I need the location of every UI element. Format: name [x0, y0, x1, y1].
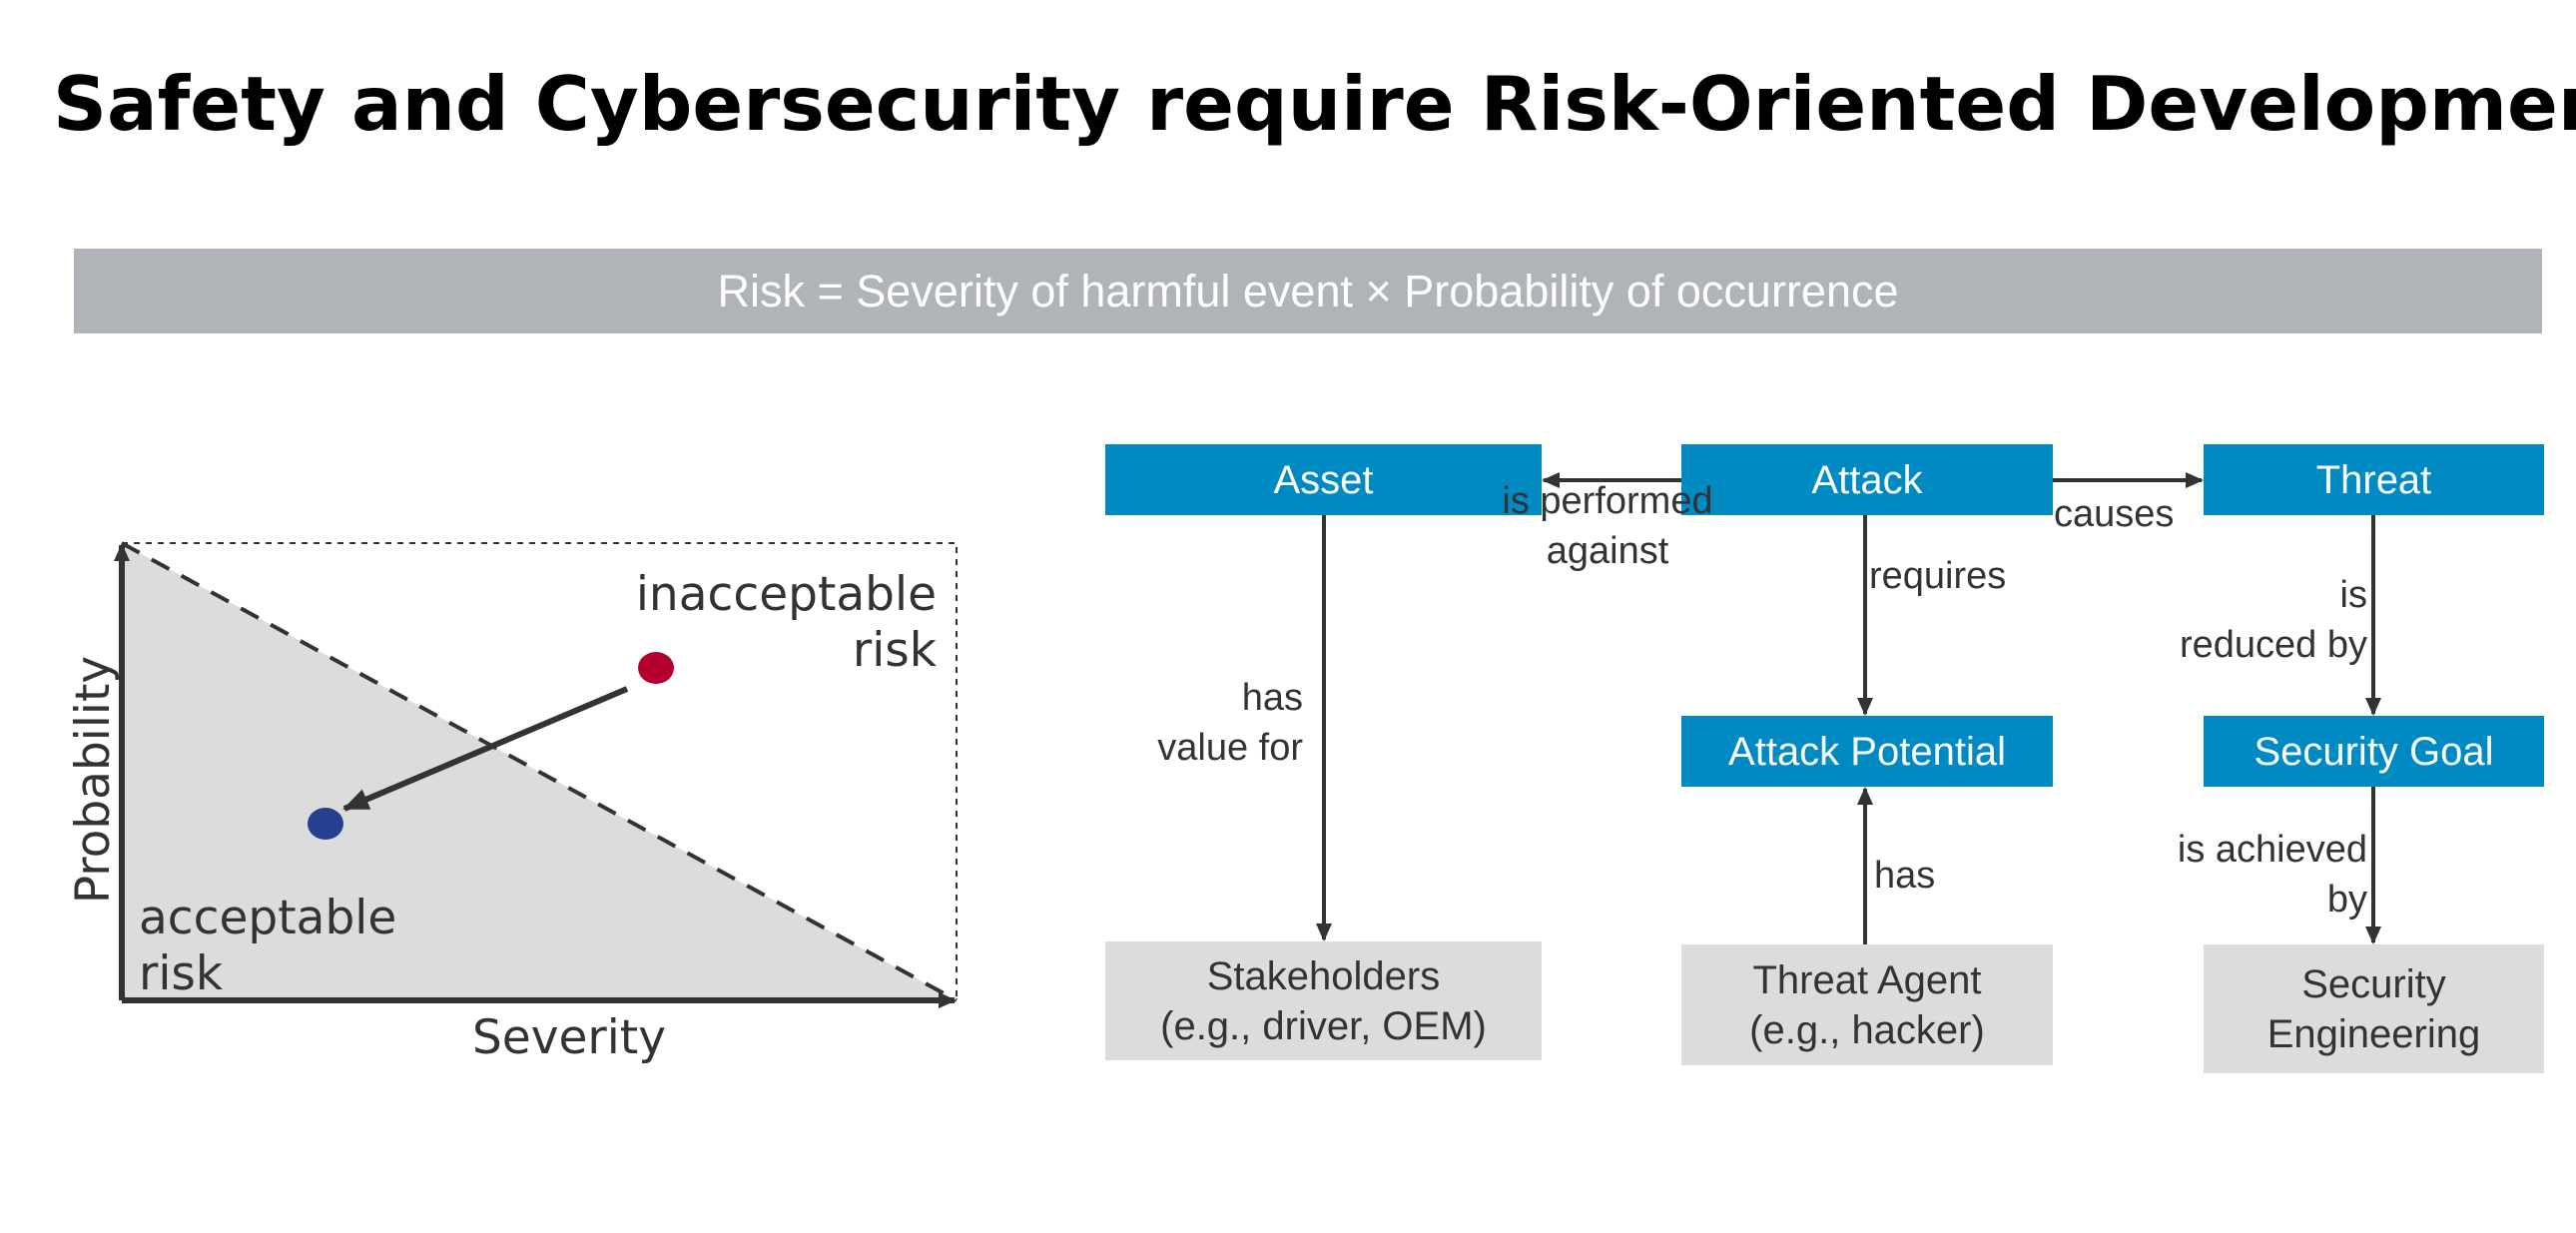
- edge-label-has-value-for: has value for: [1157, 677, 1303, 769]
- threat-agent-box: [1681, 944, 2053, 1065]
- asset-box: [1105, 444, 1542, 515]
- attack-box: [1681, 444, 2053, 515]
- security-engineering-node-label: Security Engineering: [2266, 961, 2481, 1056]
- threat-box: [2204, 444, 2544, 515]
- acceptable-risk-label: acceptable risk: [139, 891, 397, 1001]
- x-axis-label: Severity: [471, 1010, 667, 1065]
- inacceptable-risk-dot: [638, 652, 674, 684]
- risk-formula-banner: Risk = Severity of harmful event × Proba…: [74, 249, 2542, 333]
- risk-boundary-line: [121, 541, 958, 1002]
- edge-label-is-performed-against: is performed against: [1502, 480, 1713, 572]
- security-engineering-box: [2204, 944, 2544, 1073]
- edge-label-is-achieved-by: is achieved by: [2177, 829, 2367, 921]
- attack-potential-box: [1681, 716, 2053, 787]
- edge-label-is-reduced-by: is reduced by: [2179, 574, 2367, 666]
- acceptable-risk-dot: [308, 808, 343, 840]
- stakeholders-box: [1105, 941, 1542, 1060]
- attack-node-label: Attack: [1811, 457, 1923, 502]
- asset-node-label: Asset: [1273, 457, 1374, 502]
- edge-label-causes: causes: [2054, 493, 2175, 535]
- stakeholders-node-label: Stakeholders (e.g., driver, OEM): [1160, 953, 1487, 1048]
- inacceptable-risk-label: inacceptable risk: [635, 567, 937, 678]
- risk-reduction-arrow: [342, 686, 629, 812]
- y-axis-label: Probability: [66, 655, 121, 905]
- threat-agent-node-label: Threat Agent (e.g., hacker): [1749, 957, 1985, 1052]
- page-title: Safety and Cybersecurity require Risk-Or…: [53, 60, 2576, 148]
- risk-chart: [114, 541, 958, 1008]
- threat-node-label: Threat: [2315, 457, 2432, 502]
- security-goal-node-label: Security Goal: [2254, 729, 2494, 774]
- diagram-boxes: [1105, 444, 2544, 1073]
- attack-potential-node-label: Attack Potential: [1728, 729, 2006, 774]
- edge-label-has: has: [1874, 855, 1936, 897]
- security-goal-box: [2204, 716, 2544, 787]
- edge-label-requires: requires: [1869, 555, 2007, 597]
- diagram-arrows: [1316, 472, 2381, 944]
